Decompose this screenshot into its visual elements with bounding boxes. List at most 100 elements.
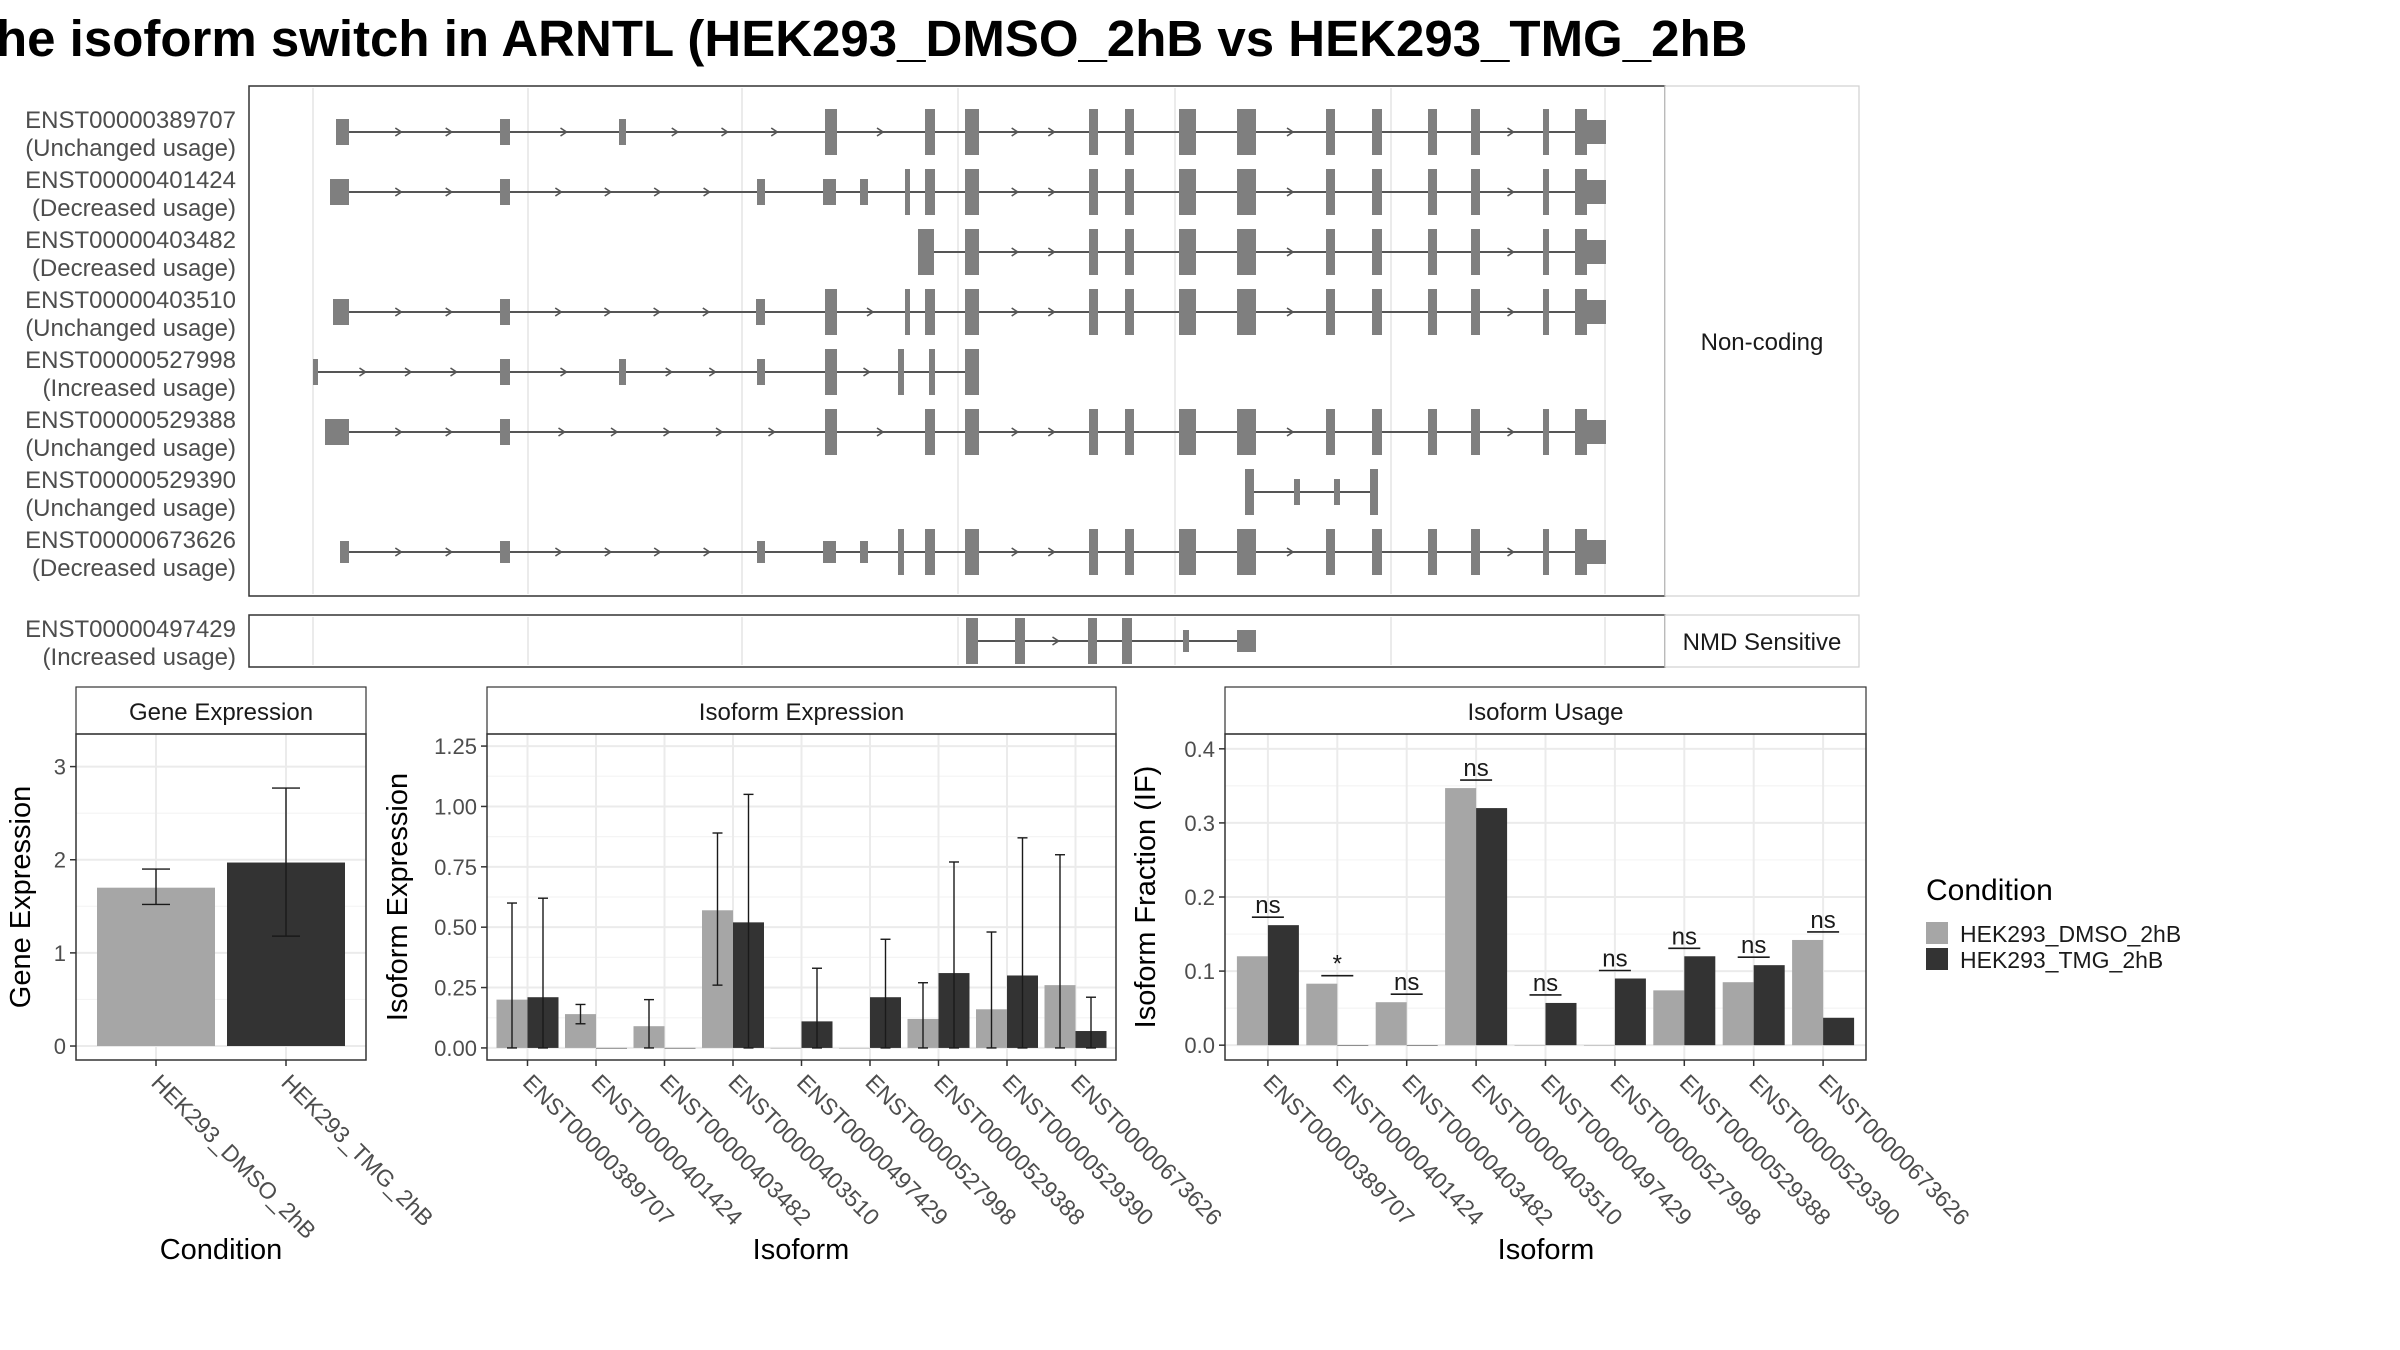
intron-arrow	[1011, 127, 1020, 137]
significance-label: ns	[1255, 892, 1280, 919]
intron-arrow	[702, 307, 711, 317]
error-bar	[880, 938, 891, 1049]
exon	[1575, 109, 1587, 155]
bar-dmso	[1445, 788, 1477, 1046]
exon	[1587, 420, 1606, 444]
transcript-row	[966, 618, 1256, 664]
intron-arrow	[394, 427, 403, 437]
exon	[1372, 109, 1382, 155]
exon	[825, 409, 837, 455]
intron-arrow	[604, 547, 613, 557]
intron-arrow	[1507, 187, 1515, 197]
bar-dmso	[1653, 990, 1685, 1046]
exon	[1372, 229, 1382, 275]
exon	[1237, 109, 1256, 155]
exon	[500, 541, 510, 563]
exon	[1179, 109, 1196, 155]
transcript-status-label: (Unchanged usage)	[25, 435, 236, 462]
intron-arrow	[1286, 307, 1295, 317]
strip-label-nmd: NMD Sensitive	[1683, 629, 1842, 656]
exon	[898, 349, 904, 395]
exon	[1428, 529, 1437, 575]
bar-tmg	[596, 1047, 627, 1049]
transcript-panel-nmd: NMD Sensitive ENST00000497429(Increased …	[25, 614, 1860, 671]
y-axis-title: Isoform Expression	[382, 773, 414, 1021]
exon	[1237, 169, 1256, 215]
chart-title: Isoform Expression	[699, 699, 904, 726]
exon	[619, 359, 626, 385]
intron-arrow	[1047, 427, 1056, 437]
exon	[1471, 409, 1480, 455]
significance-label: *	[1333, 951, 1342, 978]
intron-arrow	[445, 427, 454, 437]
intron-arrow	[721, 127, 729, 137]
transcript-status-label: (Decreased usage)	[32, 195, 236, 222]
intron-arrow	[1507, 547, 1515, 557]
exon	[340, 541, 349, 563]
intron-arrow	[653, 187, 662, 197]
exon	[1471, 289, 1480, 335]
exon	[1179, 409, 1196, 455]
exon	[757, 179, 765, 205]
bar-tmg	[1337, 1045, 1369, 1046]
intron-arrow	[1052, 636, 1060, 646]
exon	[1245, 469, 1254, 515]
intron-arrow	[1047, 247, 1056, 257]
y-tick-label: 2	[54, 848, 66, 873]
intron-arrow	[394, 127, 403, 137]
intron-arrow	[708, 367, 717, 377]
significance-labels: ns * ns ns ns ns ns ns ns	[1251, 755, 1840, 997]
exon	[336, 119, 349, 145]
error-bar	[538, 897, 548, 1049]
transcript-id-label: ENST00000401424	[25, 167, 236, 194]
intron-arrow	[663, 427, 671, 437]
y-axis: 0.00 0.25 0.50 0.75 1.00 1.25	[434, 734, 487, 1061]
intron-arrow	[604, 187, 613, 197]
x-axis: ENST00000389707ENST00000401424ENST000004…	[1258, 1060, 1975, 1231]
bar-dmso	[770, 1047, 802, 1049]
intron-arrow	[1011, 247, 1020, 257]
intron-arrow	[876, 127, 885, 137]
y-axis-title: Isoform Fraction (IF)	[1130, 766, 1162, 1029]
y-tick-label: 0.4	[1184, 737, 1215, 762]
exon	[1575, 289, 1587, 335]
intron-arrow	[665, 367, 674, 377]
intron-arrow	[1507, 307, 1515, 317]
bar-tmg	[664, 1047, 696, 1049]
exon	[1237, 630, 1256, 652]
intron-arrow	[703, 187, 712, 197]
exon	[929, 349, 935, 395]
intron-arrow	[610, 427, 619, 437]
exon	[757, 541, 765, 563]
transcript-row	[340, 529, 1606, 575]
exon	[1122, 618, 1132, 664]
exon	[1089, 409, 1098, 455]
exon	[325, 419, 349, 445]
exon	[1179, 169, 1196, 215]
exon	[825, 289, 837, 335]
exon	[1089, 169, 1098, 215]
exon	[1179, 229, 1196, 275]
exon	[1326, 529, 1335, 575]
error-bar	[712, 832, 723, 986]
strip-label-noncoding: Non-coding	[1701, 329, 1824, 356]
bars	[1236, 788, 1855, 1046]
legend: Condition HEK293_DMSO_2hB HEK293_TMG_2hB	[1926, 874, 2181, 973]
exon	[1587, 180, 1606, 204]
y-tick-label: 3	[54, 755, 66, 780]
error-bar	[644, 998, 654, 1049]
exon	[1294, 479, 1300, 505]
exon	[1326, 109, 1335, 155]
exon	[925, 529, 935, 575]
y-tick-label: 1	[54, 941, 66, 966]
error-bar	[1017, 837, 1028, 1049]
exon	[965, 529, 979, 575]
exon	[1089, 289, 1098, 335]
bar-tmg	[1545, 1002, 1577, 1046]
exon	[757, 359, 765, 385]
transcript-status-label: (Increased usage)	[43, 375, 236, 402]
exon	[1543, 409, 1549, 455]
exon	[825, 349, 837, 395]
intron-arrow	[770, 127, 779, 137]
